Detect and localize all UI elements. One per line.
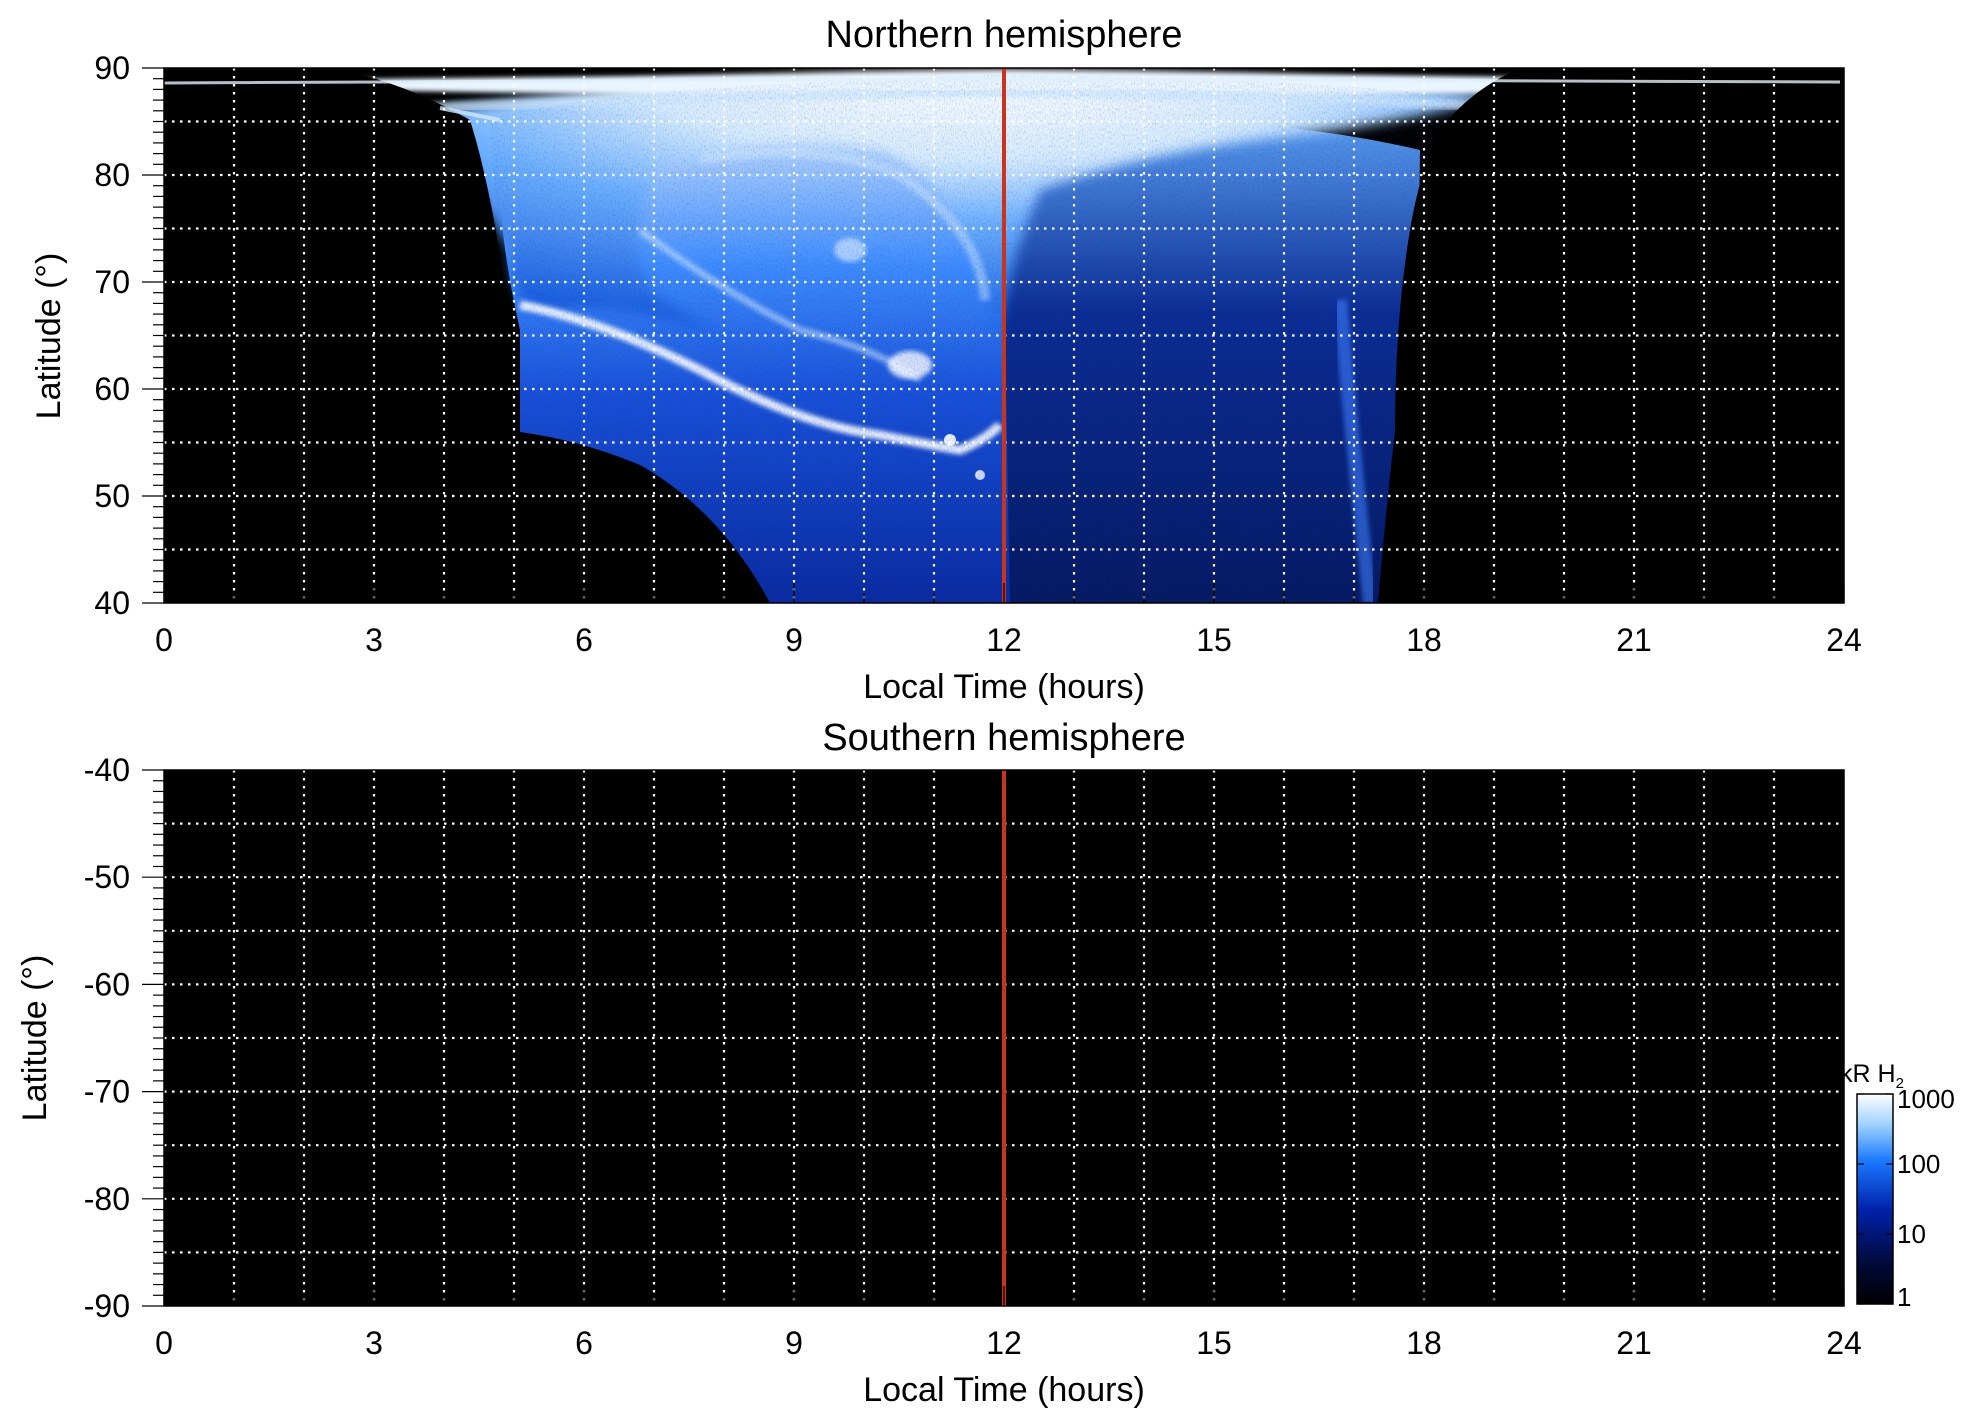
x-tick-label: 24 xyxy=(1826,622,1862,658)
colorbar-tick-label: 10 xyxy=(1897,1219,1926,1249)
x-tick-label: 0 xyxy=(155,1325,173,1361)
north-x-axis: 0 3 6 9 12 15 18 21 24 xyxy=(155,583,1862,658)
y-tick-label: -40 xyxy=(84,752,130,788)
x-tick-label: 24 xyxy=(1826,1325,1862,1361)
y-tick-label: -90 xyxy=(84,1288,130,1324)
x-tick-label: 15 xyxy=(1196,622,1232,658)
colorbar-ticks: 1000 100 10 1 xyxy=(1857,1084,1955,1312)
colorbar-label-sub: 2 xyxy=(1896,1075,1904,1092)
northern-panel: Northern hemisphere xyxy=(30,14,1862,706)
colorbar-tick-label: 1000 xyxy=(1897,1084,1955,1114)
x-tick-label: 9 xyxy=(785,1325,803,1361)
y-tick-label: -80 xyxy=(84,1181,130,1217)
x-tick-label: 12 xyxy=(986,622,1022,658)
colorbar-label: kR H2 xyxy=(1840,1060,1904,1092)
colorbar: kR H2 1000 100 10 1 xyxy=(1840,1060,1955,1312)
x-tick-label: 12 xyxy=(986,1325,1022,1361)
x-tick-label: 3 xyxy=(365,1325,383,1361)
x-tick-label: 3 xyxy=(365,622,383,658)
south-x-label: Local Time (hours) xyxy=(863,1371,1145,1409)
y-tick-label: 50 xyxy=(94,478,130,514)
x-tick-label: 21 xyxy=(1616,622,1652,658)
x-tick-label: 21 xyxy=(1616,1325,1652,1361)
colorbar-gradient xyxy=(1856,1093,1894,1305)
colorbar-tick-label: 1 xyxy=(1897,1282,1911,1312)
y-tick-label: -70 xyxy=(84,1074,130,1110)
colorbar-tick-label: 100 xyxy=(1897,1149,1940,1179)
x-tick-label: 9 xyxy=(785,622,803,658)
y-tick-label: 40 xyxy=(94,585,130,621)
south-x-axis: 0 3 6 9 12 15 18 21 24 xyxy=(155,1286,1862,1361)
north-y-label: Latitude (°) xyxy=(30,253,68,420)
north-y-axis: 40 50 60 70 80 90 xyxy=(94,50,164,621)
y-tick-label: 80 xyxy=(94,157,130,193)
x-tick-label: 6 xyxy=(575,1325,593,1361)
y-tick-label: -60 xyxy=(84,966,130,1002)
y-tick-label: -50 xyxy=(84,859,130,895)
south-title: Southern hemisphere xyxy=(822,717,1185,759)
south-y-axis: -40 -50 -60 -70 -80 -90 xyxy=(84,752,164,1324)
x-tick-label: 18 xyxy=(1406,1325,1442,1361)
north-x-label: Local Time (hours) xyxy=(863,668,1145,706)
north-title: Northern hemisphere xyxy=(826,14,1183,56)
y-tick-label: 90 xyxy=(94,50,130,86)
y-tick-label: 60 xyxy=(94,371,130,407)
y-tick-label: 70 xyxy=(94,264,130,300)
colorbar-label-main: kR H xyxy=(1840,1060,1896,1088)
x-tick-label: 6 xyxy=(575,622,593,658)
x-tick-label: 0 xyxy=(155,622,173,658)
southern-panel: Southern hemisphere -40 -50 -60 -70 -80 -90 0… xyxy=(16,717,1862,1409)
x-tick-label: 18 xyxy=(1406,622,1442,658)
south-y-label: Latitude (°) xyxy=(16,955,54,1122)
x-tick-label: 15 xyxy=(1196,1325,1232,1361)
